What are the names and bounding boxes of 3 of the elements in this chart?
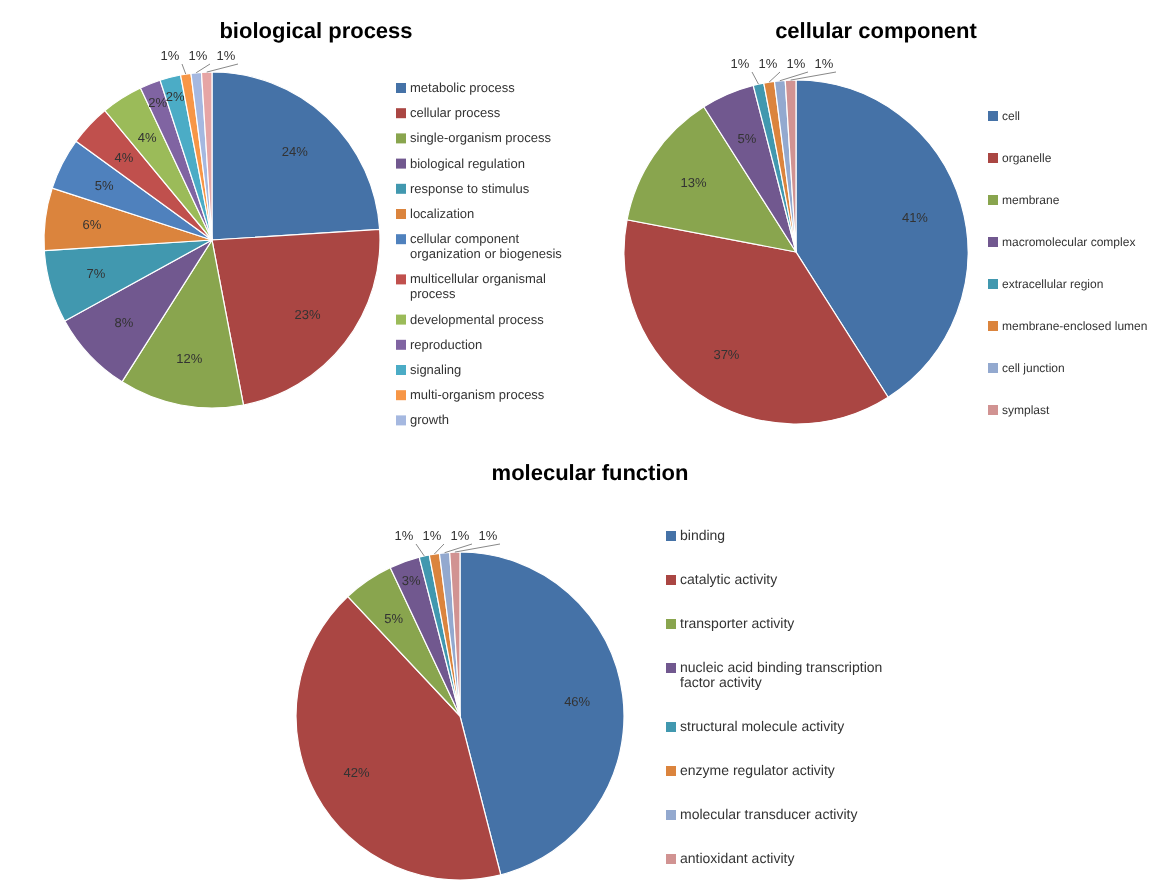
chart-title: cellular component (775, 20, 978, 44)
chart-title: molecular function (491, 462, 689, 486)
chart-title: biological process (219, 20, 413, 44)
